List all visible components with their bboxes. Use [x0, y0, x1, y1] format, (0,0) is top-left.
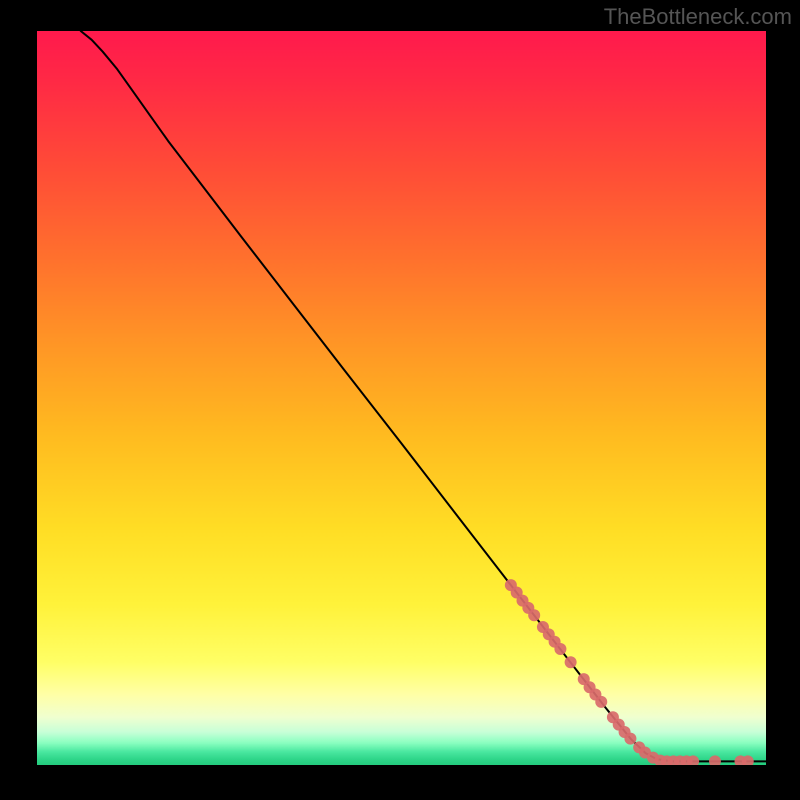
chart-overlay: [37, 31, 766, 765]
data-marker: [554, 643, 566, 655]
data-marker: [709, 755, 721, 765]
bottleneck-curve: [81, 31, 766, 761]
watermark-text: TheBottleneck.com: [604, 4, 792, 30]
data-marker: [528, 609, 540, 621]
plot-area: [37, 31, 766, 765]
data-marker: [565, 656, 577, 668]
data-marker: [624, 733, 636, 745]
data-markers: [505, 579, 754, 765]
data-marker: [595, 696, 607, 708]
chart-container: TheBottleneck.com: [0, 0, 800, 800]
